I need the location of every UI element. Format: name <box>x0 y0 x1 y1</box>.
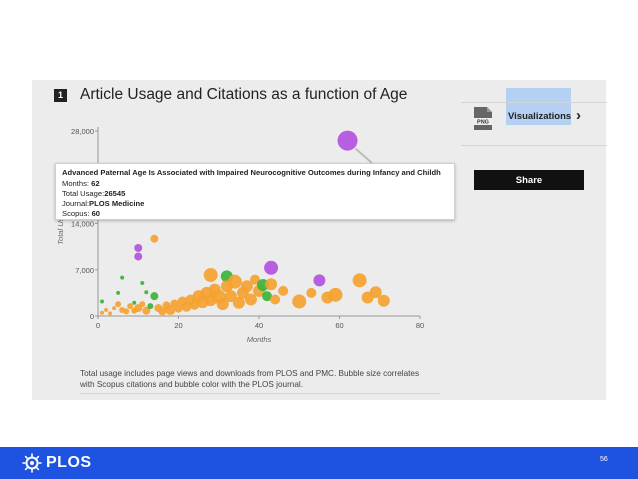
chevron-right-icon[interactable]: › <box>576 107 581 124</box>
png-file-icon[interactable]: PNG <box>472 106 494 131</box>
data-bubble <box>132 300 137 305</box>
data-bubble <box>147 303 154 310</box>
x-tick-label: 60 <box>335 321 343 330</box>
data-bubble <box>249 274 260 285</box>
y-tick-label: 0 <box>90 312 94 321</box>
data-bubble <box>377 294 390 307</box>
data-bubble <box>100 299 105 304</box>
data-bubble <box>265 278 278 291</box>
data-bubble <box>139 301 146 308</box>
data-bubble <box>140 280 145 285</box>
data-bubble <box>108 311 113 316</box>
data-bubble <box>369 286 382 299</box>
tooltip-pointer <box>354 147 373 164</box>
data-bubble <box>100 310 105 315</box>
data-bubble <box>227 274 242 289</box>
y-tick-label: 14,000 <box>71 220 94 229</box>
data-bubble <box>278 285 289 296</box>
footer-bar <box>0 447 638 479</box>
tooltip-journal: Journal:PLOS Medicine <box>62 199 145 208</box>
page-number: 56 <box>600 456 608 463</box>
data-bubble <box>216 298 229 311</box>
figure-number-badge: 1 <box>54 88 67 102</box>
tooltip-scopus: Scopus: 60 <box>62 209 101 218</box>
data-bubble <box>123 308 130 315</box>
data-bubble <box>174 304 183 313</box>
data-bubble <box>306 287 317 298</box>
y-axis-label: Total Usage <box>56 205 65 245</box>
data-bubble <box>165 305 176 316</box>
data-bubble <box>144 290 149 295</box>
chart-caption: Total usage includes page views and down… <box>80 369 420 389</box>
data-bubble <box>352 273 367 288</box>
data-bubble <box>150 292 159 301</box>
data-bubble <box>337 130 358 151</box>
x-tick-label: 40 <box>255 321 263 330</box>
chart-title: Article Usage and Citations as a functio… <box>80 86 408 103</box>
visualization-panel <box>32 80 606 400</box>
side-divider-top <box>461 102 607 103</box>
data-bubble <box>150 234 159 243</box>
x-tick-label: 20 <box>174 321 182 330</box>
data-bubble <box>240 280 253 293</box>
data-bubble <box>270 294 281 305</box>
tooltip-total-usage: Total Usage:26545 <box>62 189 126 198</box>
x-tick-label: 0 <box>96 321 100 330</box>
tooltip-article-title: Advanced Paternal Age Is Associated with… <box>62 168 441 177</box>
visualizations-link[interactable]: Visualizations <box>508 111 572 122</box>
y-tick-label: 28,000 <box>71 127 94 136</box>
data-bubble <box>232 296 245 309</box>
data-bubble <box>115 301 122 308</box>
x-tick-label: 80 <box>416 321 424 330</box>
data-bubble <box>292 294 307 309</box>
data-bubble <box>203 268 218 283</box>
side-divider-bottom <box>461 145 607 146</box>
data-bubble <box>134 243 143 252</box>
data-bubble <box>116 290 121 295</box>
data-bubble <box>127 303 134 310</box>
chart-title-row: 1 Article Usage and Citations as a funct… <box>54 84 407 106</box>
plos-logo[interactable]: PLOS <box>22 453 92 473</box>
png-icon-label: PNG <box>477 120 489 126</box>
data-bubble <box>112 306 117 311</box>
data-bubble <box>328 287 343 302</box>
data-bubble <box>104 308 109 313</box>
data-bubble <box>313 274 326 287</box>
x-axis-label: Months <box>247 335 272 344</box>
y-tick-label: 7,000 <box>75 266 94 275</box>
tooltip-months: Months: 62 <box>62 179 100 188</box>
visualizations-highlight <box>506 88 571 125</box>
plos-logo-icon <box>22 453 42 473</box>
data-bubble <box>224 290 237 303</box>
data-bubble <box>244 293 257 306</box>
plos-logo-text: PLOS <box>46 454 92 471</box>
data-bubble <box>158 307 167 316</box>
data-bubble <box>120 275 125 280</box>
data-bubble <box>181 301 192 312</box>
share-button[interactable]: Share <box>474 170 584 190</box>
data-bubble <box>264 260 279 275</box>
data-bubble <box>262 291 273 302</box>
data-bubble <box>142 306 151 315</box>
caption-divider <box>80 393 440 394</box>
bubble-tooltip: Advanced Paternal Age Is Associated with… <box>55 163 455 220</box>
data-bubble <box>134 252 143 261</box>
